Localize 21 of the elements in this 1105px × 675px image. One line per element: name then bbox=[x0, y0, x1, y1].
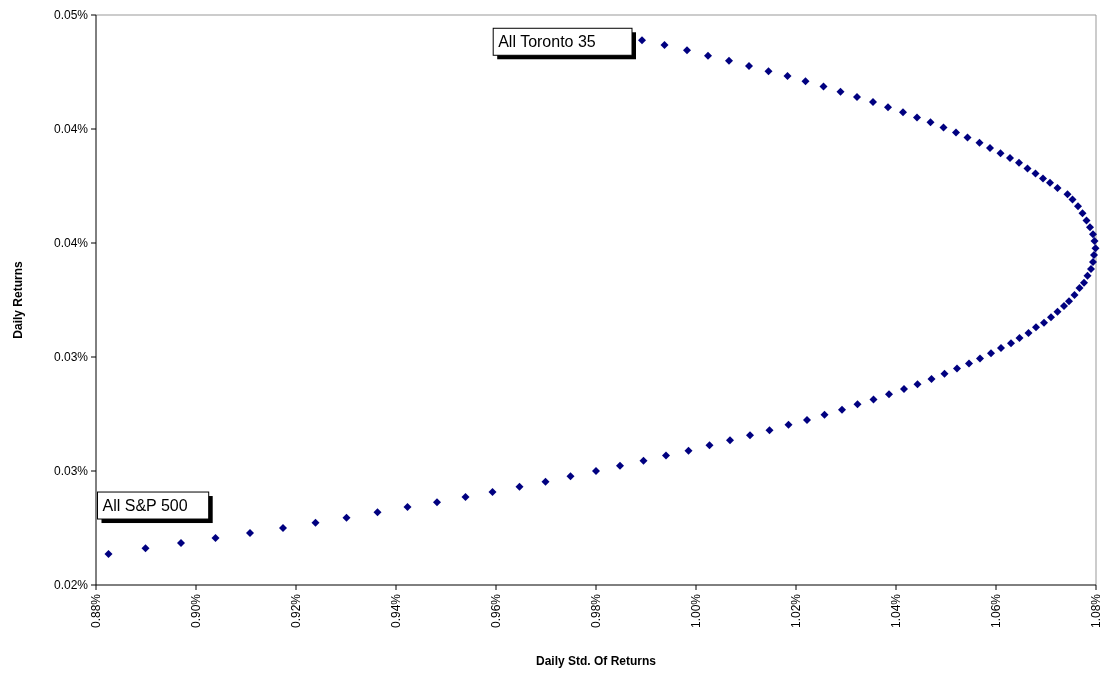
x-tick-label: 0.92% bbox=[289, 593, 303, 629]
x-tick-label: 0.94% bbox=[389, 593, 403, 629]
annotation: All S&P 500 bbox=[102, 497, 188, 515]
x-tick-label: 1.08% bbox=[1089, 593, 1103, 629]
x-tick-label: 1.04% bbox=[889, 593, 903, 629]
y-tick-label: 0.05% bbox=[53, 8, 89, 22]
y-tick-label: 0.04% bbox=[53, 122, 89, 136]
x-axis-title: Daily Std. Of Returns bbox=[535, 654, 657, 668]
x-tick-label: 0.98% bbox=[589, 593, 603, 629]
x-tick-label: 0.88% bbox=[89, 593, 103, 629]
y-tick-label: 0.03% bbox=[53, 350, 89, 364]
y-tick-label: 0.02% bbox=[53, 578, 89, 592]
y-tick-label: 0.03% bbox=[53, 464, 89, 478]
y-axis-title: Daily Returns bbox=[11, 261, 25, 339]
x-tick-label: 1.00% bbox=[689, 593, 703, 629]
annotation: All Toronto 35 bbox=[498, 33, 596, 51]
x-tick-label: 1.02% bbox=[789, 593, 803, 629]
x-tick-label: 1.06% bbox=[989, 593, 1003, 629]
y-tick-label: 0.04% bbox=[53, 236, 89, 250]
x-tick-label: 0.96% bbox=[489, 593, 503, 629]
x-tick-label: 0.90% bbox=[189, 593, 203, 629]
